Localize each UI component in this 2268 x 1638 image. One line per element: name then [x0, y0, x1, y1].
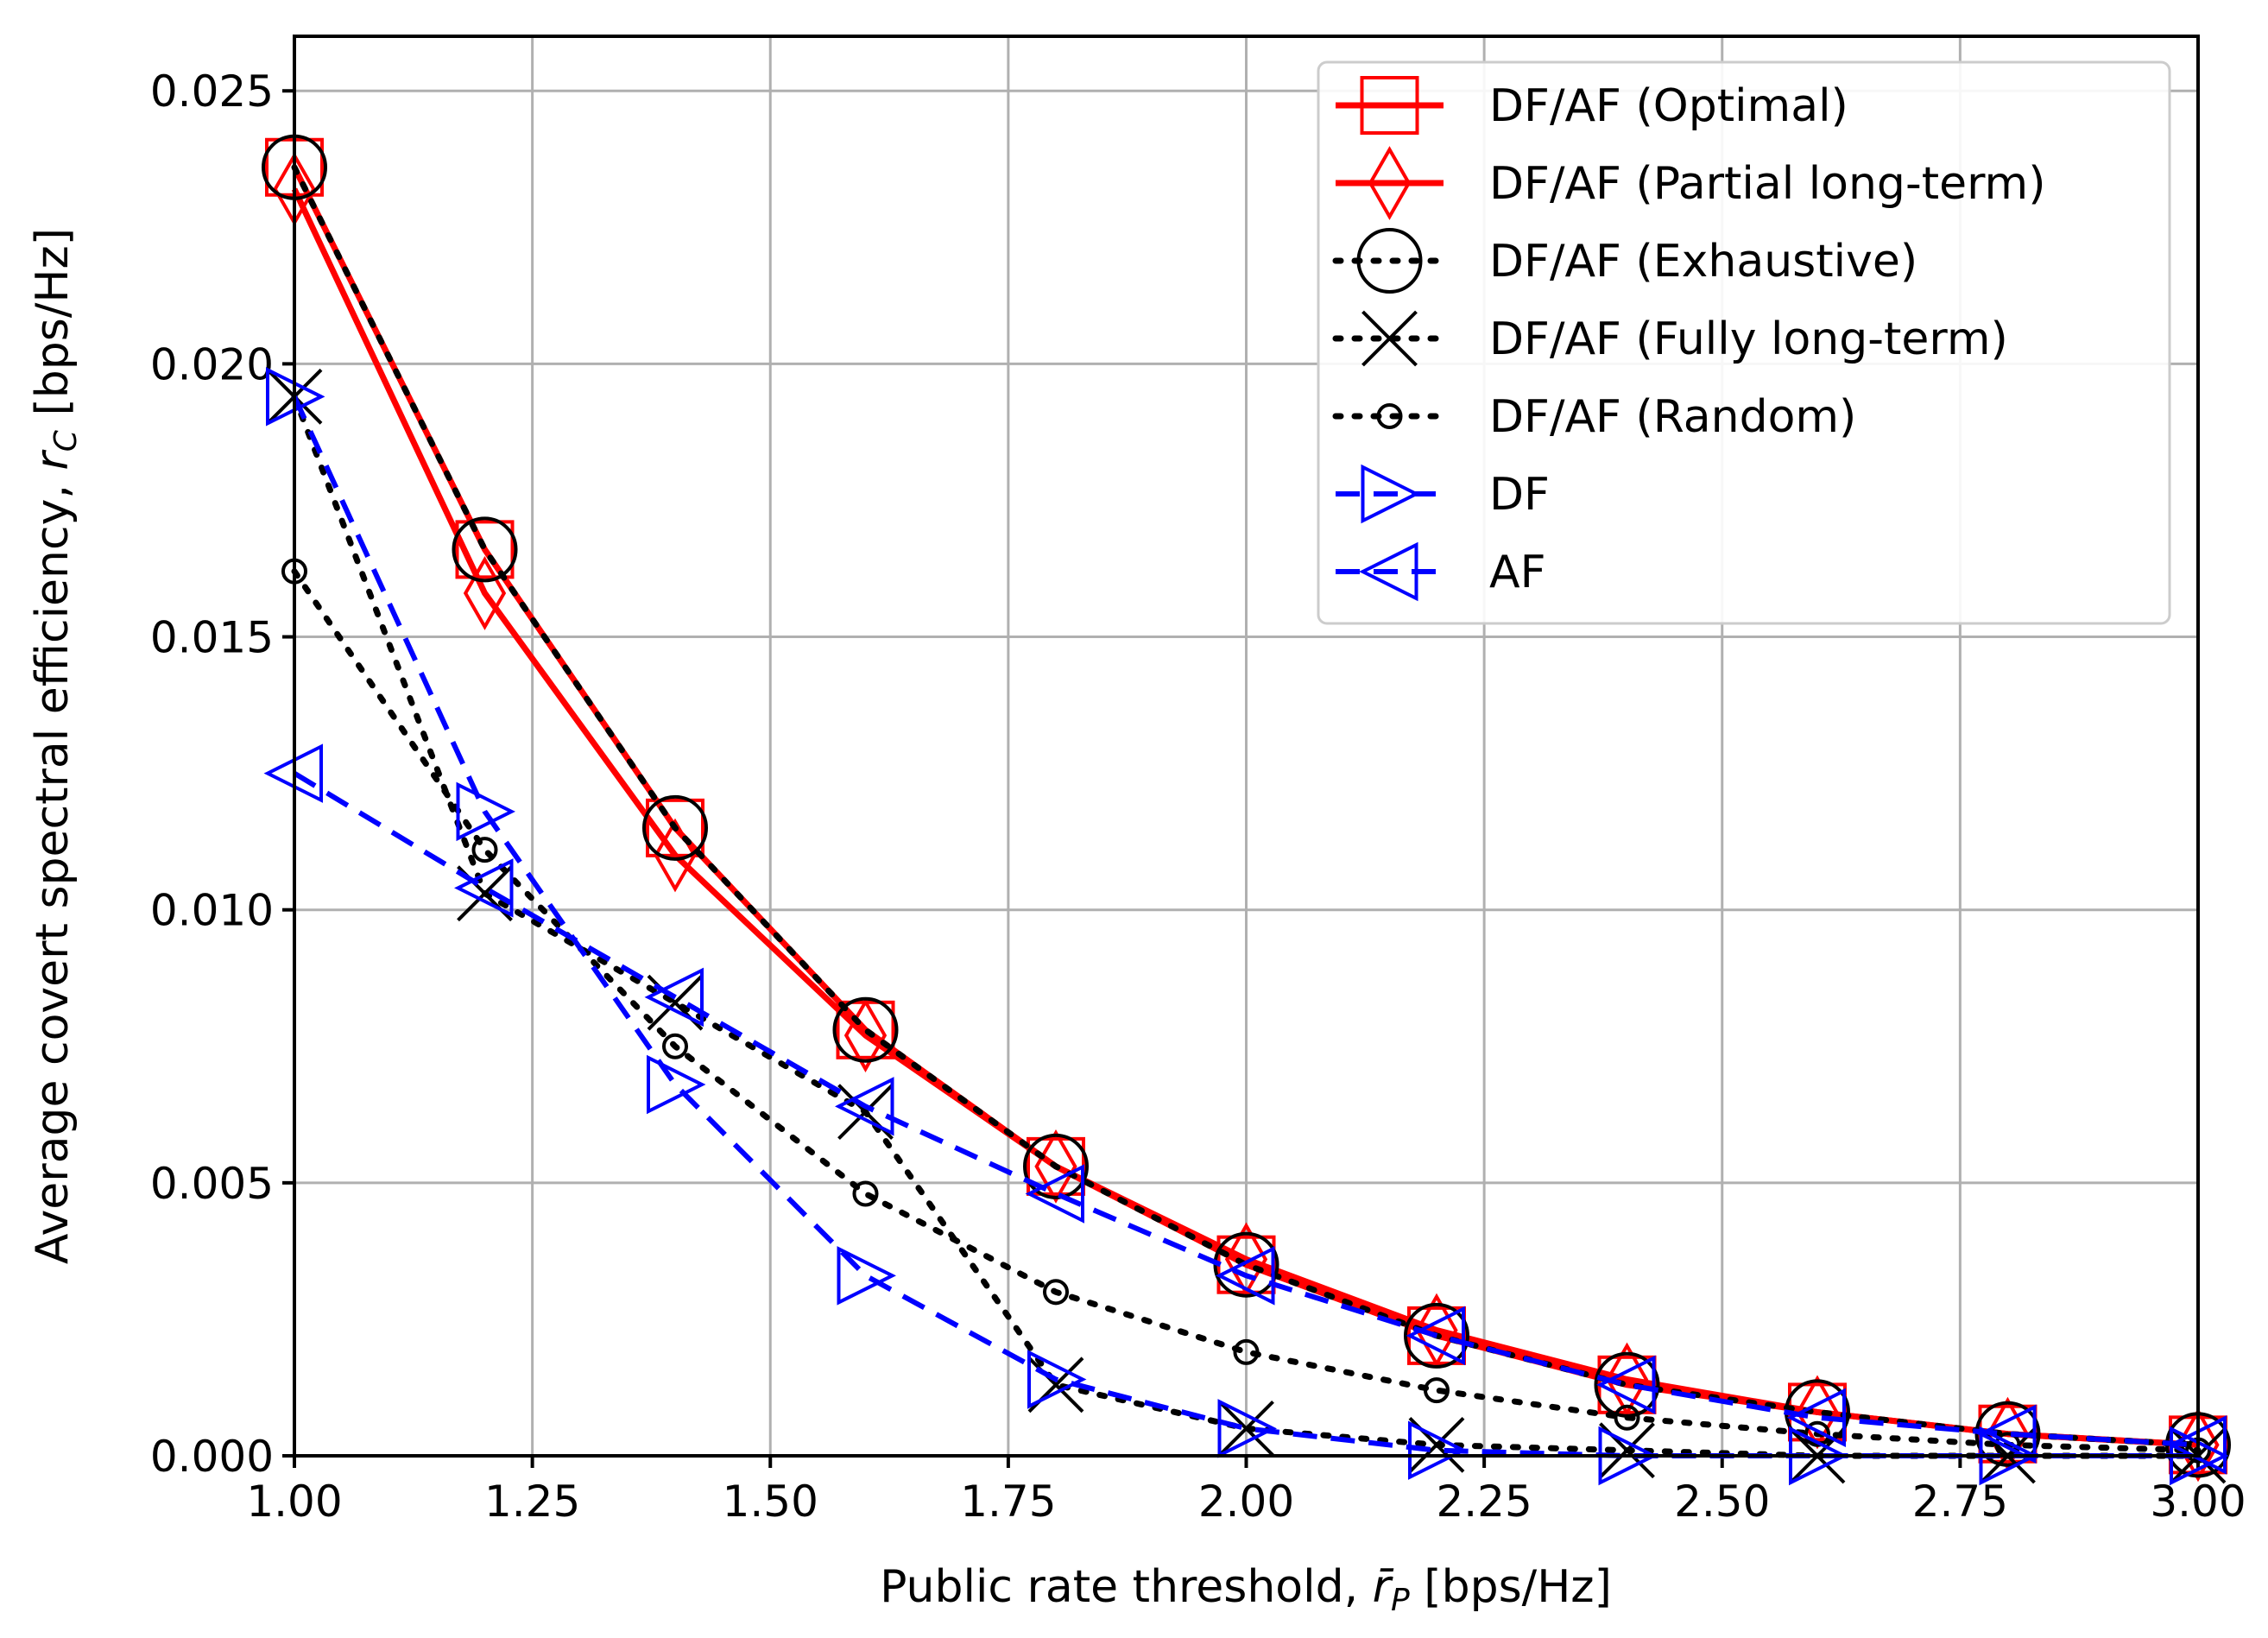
legend-label: DF/AF (Exhaustive)	[1489, 236, 1917, 288]
data-point	[647, 1054, 706, 1115]
data-point	[843, 998, 888, 1073]
data-point	[1216, 1246, 1275, 1306]
legend-label: DF/AF (Partial long-term)	[1489, 158, 2046, 210]
x-tick-label: 1.75	[960, 1477, 1056, 1527]
legend-entry: AF	[1336, 541, 1545, 602]
x-axis-ticks: 1.00 1.25 1.50 1.75 2.00 2.25 2.50 2.75 3.00	[246, 1456, 2246, 1527]
data-point	[1974, 1401, 2041, 1467]
data-point	[463, 556, 507, 630]
data-point	[835, 1077, 894, 1136]
y-axis-label: Average covert spectral efficiency, rC […	[27, 228, 84, 1264]
series-df-af-random	[281, 558, 2212, 1464]
legend-marker	[1360, 76, 1419, 135]
legend-marker	[1368, 146, 1412, 220]
plot-frame	[293, 35, 2200, 1458]
y-tick-label: 0.015	[150, 613, 274, 663]
x-tick-label: 2.00	[1198, 1477, 1294, 1527]
legend-entry: DF/AF (Exhaustive)	[1332, 228, 1917, 294]
data-point	[1217, 1399, 1277, 1458]
series-line	[291, 164, 2202, 1448]
data-point	[1023, 1133, 1089, 1199]
legend: DF/AF (Optimal) DF/AF (Partial long-term)…	[1317, 60, 2171, 625]
data-point	[1218, 1400, 1274, 1457]
data-point	[1233, 1338, 1260, 1365]
data-point	[1025, 1164, 1084, 1224]
data-point	[661, 1033, 689, 1059]
legend-marker	[1359, 541, 1418, 602]
legend-marker	[1376, 402, 1403, 430]
data-point	[1804, 1420, 1831, 1447]
data-point	[1415, 1293, 1458, 1368]
y-tick-label: 0.000	[150, 1432, 274, 1482]
data-point	[837, 1246, 896, 1306]
series-df-af-exhaustive	[262, 134, 2231, 1478]
y-tick-label: 0.005	[150, 1159, 274, 1209]
data-point	[1786, 1388, 1846, 1447]
data-point	[471, 837, 498, 863]
data-point	[642, 794, 708, 861]
series-line	[291, 568, 2202, 1454]
data-point	[456, 781, 515, 842]
data-point	[2176, 1407, 2220, 1483]
x-tick-label: 1.00	[246, 1477, 342, 1527]
data-point	[1614, 1404, 1640, 1431]
data-point	[1042, 1279, 1070, 1306]
data-point	[452, 516, 518, 583]
legend-box	[1317, 60, 2171, 625]
legend-entry: DF/AF (Fully long-term)	[1332, 310, 2008, 367]
legend-marker	[1361, 464, 1420, 524]
legend-marker	[1361, 310, 1418, 367]
data-point	[1224, 1222, 1268, 1297]
legend-marker	[1356, 228, 1423, 294]
x-tick-label: 2.25	[1436, 1477, 1532, 1527]
data-point	[455, 520, 515, 579]
legend-entry: DF/AF (Partial long-term)	[1336, 146, 2046, 220]
legend-entry: DF/AF (Optimal)	[1336, 76, 1848, 135]
x-axis-label: Public rate threshold, r̄P [bps/Hz]	[880, 1561, 1612, 1618]
data-point	[832, 996, 899, 1063]
y-tick-label: 0.025	[150, 66, 274, 117]
data-point	[1605, 1342, 1649, 1417]
x-tick-label: 3.00	[2150, 1477, 2246, 1527]
legend-label: DF	[1489, 469, 1550, 521]
x-tick-label: 1.50	[723, 1477, 818, 1527]
x-tick-label: 2.75	[1912, 1477, 2008, 1527]
series-af	[263, 743, 2227, 1475]
legend-label: DF/AF (Random)	[1489, 391, 1856, 443]
data-point	[852, 1180, 879, 1207]
data-point	[1408, 1420, 1468, 1480]
legend-entry: DF/AF (Random)	[1332, 391, 1856, 443]
data-point	[1027, 1350, 1087, 1409]
data-point	[1423, 1377, 1450, 1404]
legend-label: DF/AF (Optimal)	[1489, 80, 1848, 132]
legend-label: AF	[1489, 547, 1545, 598]
data-point	[454, 858, 514, 918]
legend-entry: DF	[1336, 464, 1550, 524]
series-line	[293, 771, 2199, 1448]
data-point	[644, 967, 704, 1028]
y-axis-ticks: 0.000 0.005 0.010 0.015 0.020 0.025	[150, 66, 294, 1482]
data-point	[1977, 1404, 2037, 1464]
x-tick-label: 2.50	[1674, 1477, 1770, 1527]
y-tick-label: 0.010	[150, 886, 274, 936]
data-point	[1404, 1302, 1469, 1369]
legend-label: DF/AF (Fully long-term)	[1489, 313, 2008, 365]
data-point	[1596, 1355, 1656, 1415]
data-point	[1406, 1306, 1465, 1366]
x-tick-label: 1.25	[484, 1477, 580, 1527]
y-tick-label: 0.020	[150, 339, 274, 389]
